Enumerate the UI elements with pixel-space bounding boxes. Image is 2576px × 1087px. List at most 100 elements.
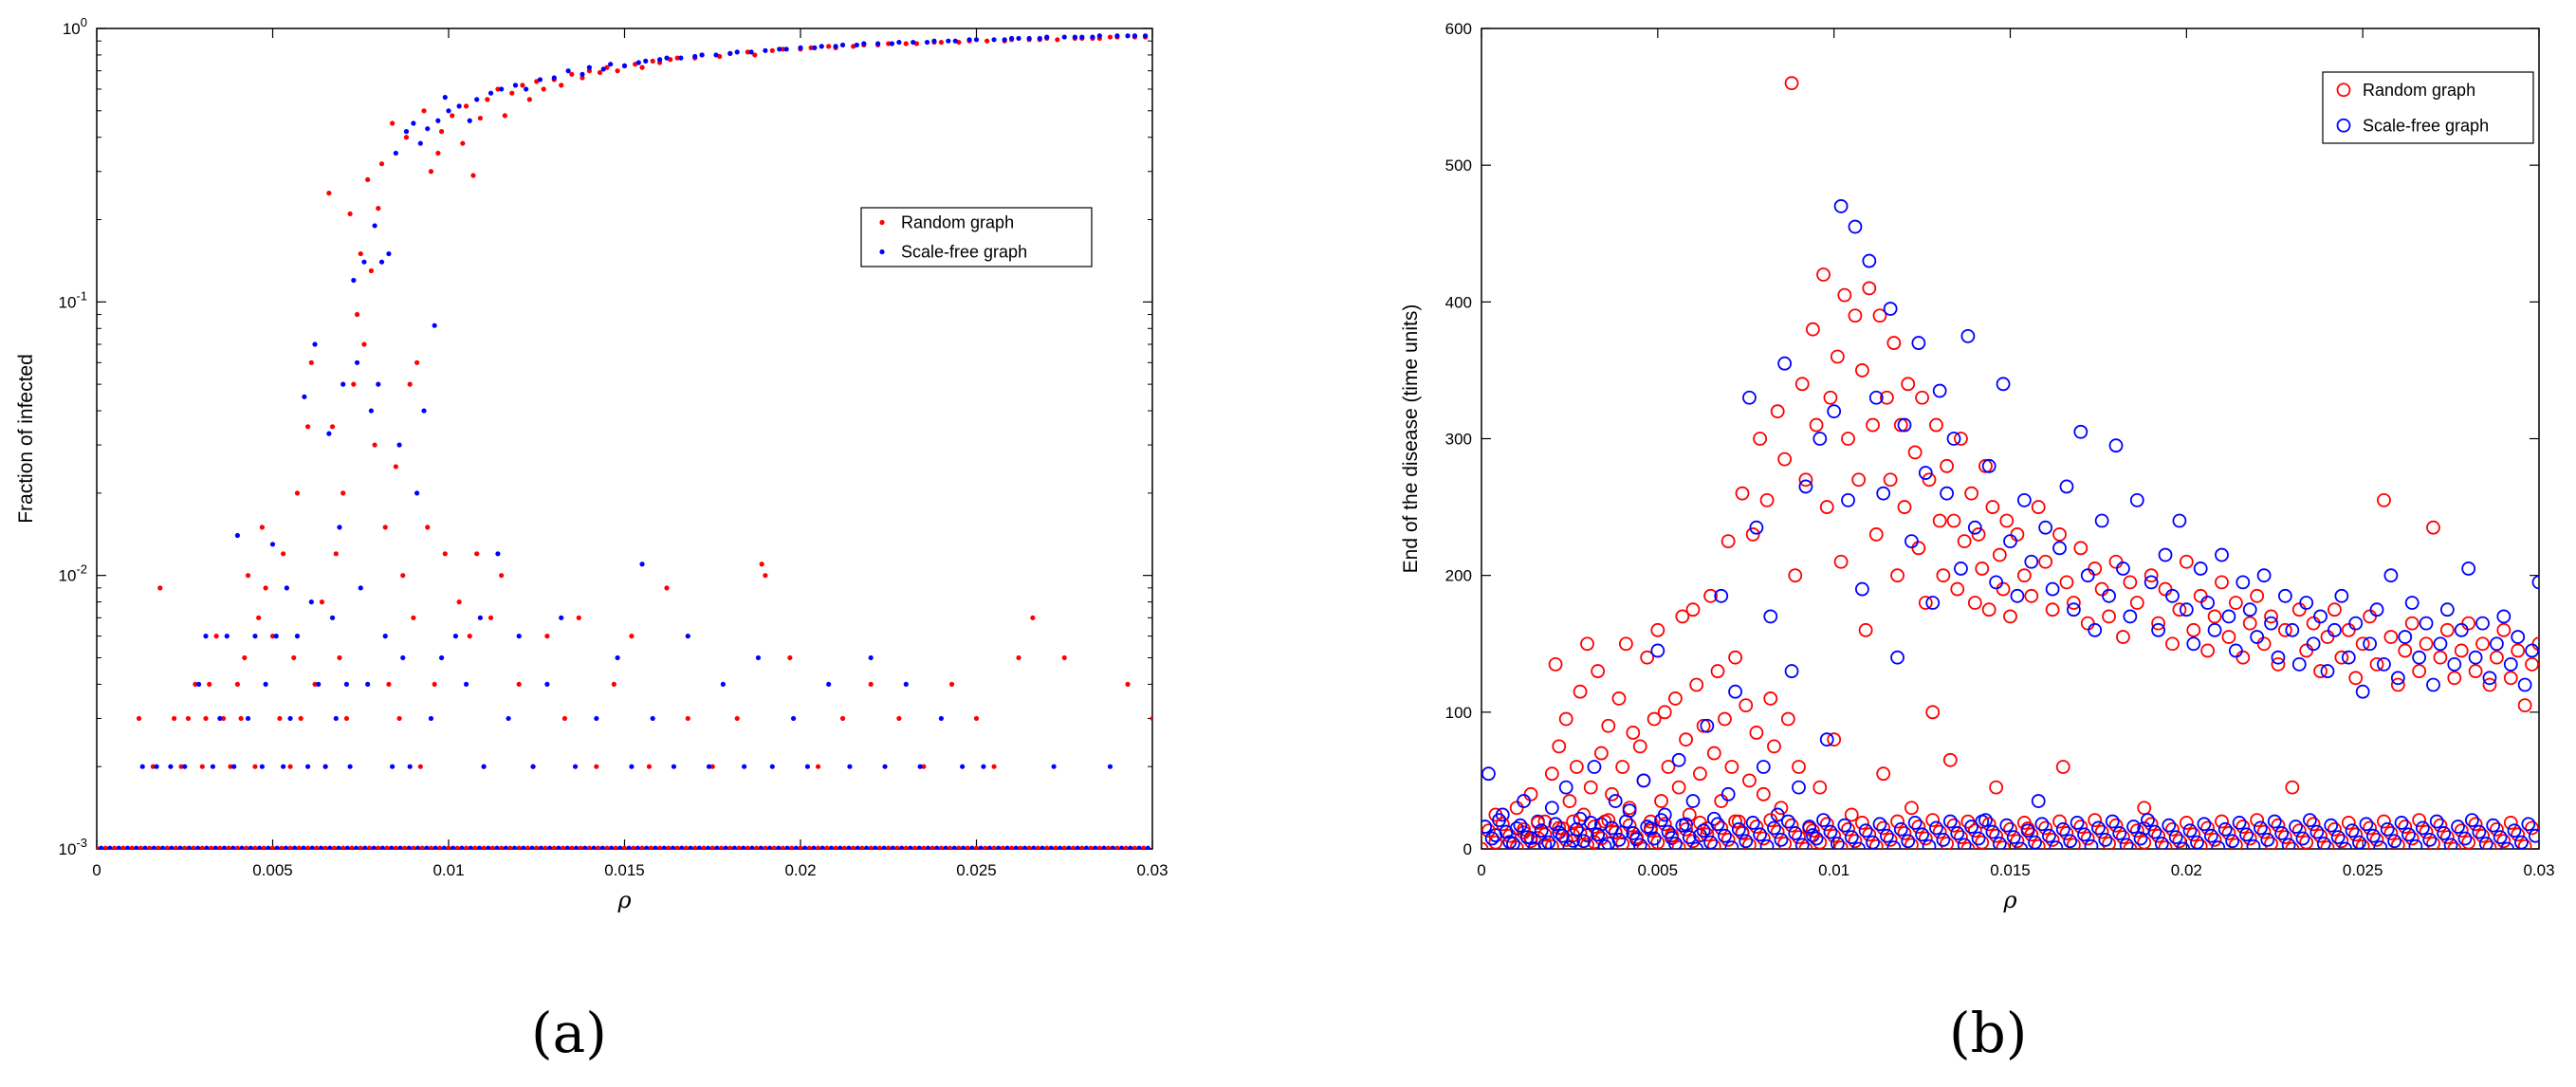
baseline-point-a-1 <box>239 845 245 849</box>
data-point-b-0-129 <box>1975 562 1990 576</box>
data-point-a-0-137 <box>903 41 909 46</box>
data-point-a-1-103 <box>713 52 719 58</box>
baseline-point-a-0 <box>1141 845 1147 849</box>
baseline-point-b-0 <box>2236 820 2251 834</box>
data-point-a-1-96 <box>664 55 670 61</box>
baseline-point-a-1 <box>257 845 262 849</box>
baseline-point-b-1 <box>2437 826 2452 840</box>
baseline-point-b-1 <box>2049 840 2064 849</box>
data-point-a-1-36 <box>358 585 363 591</box>
baseline-point-b-0 <box>2439 830 2455 844</box>
data-point-a-1-109 <box>755 654 762 661</box>
baseline-point-b-1 <box>1774 832 1789 847</box>
data-point-a-0-69 <box>460 140 466 146</box>
baseline-point-b-0 <box>2468 817 2483 832</box>
baseline-point-a-0 <box>841 845 847 849</box>
data-point-b-1-92 <box>2129 492 2144 507</box>
data-point-b-0-16 <box>1576 807 1592 822</box>
data-point-a-1-18 <box>284 585 289 591</box>
data-point-a-0-93 <box>576 615 581 620</box>
baseline-point-a-0 <box>367 845 372 849</box>
baseline-point-b-0 <box>2165 821 2180 837</box>
baseline-point-b-0 <box>2186 827 2201 842</box>
x-tick-label-b-5: 0.025 <box>2343 861 2383 879</box>
data-point-a-1-142 <box>991 37 997 43</box>
baseline-point-a-1 <box>741 845 746 849</box>
data-point-b-0-106 <box>1893 417 1908 433</box>
data-point-a-0-91 <box>561 715 568 722</box>
baseline-point-b-0 <box>2151 828 2166 843</box>
data-point-b-0-64 <box>1745 527 1760 542</box>
baseline-point-a-1 <box>1048 845 1054 849</box>
baseline-point-a-1 <box>1075 845 1080 849</box>
baseline-point-a-1 <box>908 845 913 849</box>
data-point-a-0-57 <box>411 615 416 620</box>
baseline-point-a-1 <box>212 845 218 849</box>
baseline-point-b-1 <box>2464 813 2479 828</box>
data-point-b-0-154 <box>2108 554 2124 569</box>
data-point-a-0-70 <box>463 103 469 109</box>
data-point-b-0-78 <box>1794 377 1810 392</box>
baseline-point-a-1 <box>477 845 482 849</box>
data-point-a-0-100 <box>615 68 620 74</box>
data-point-a-1-40 <box>372 223 377 229</box>
data-point-a-1-73 <box>512 83 519 88</box>
data-point-b-0-24 <box>1605 786 1619 801</box>
baseline-point-a-1 <box>864 845 869 849</box>
data-point-a-1-68 <box>481 764 487 769</box>
data-point-a-0-142 <box>948 681 955 688</box>
data-point-a-1-149 <box>1051 764 1057 769</box>
baseline-point-b-1 <box>1816 813 1831 828</box>
data-point-b-1-42 <box>1777 356 1793 371</box>
baseline-point-b-1 <box>1809 831 1824 846</box>
data-point-b-0-77 <box>1792 760 1806 774</box>
data-point-b-0-112 <box>1915 390 1929 405</box>
baseline-point-b-0 <box>2221 826 2236 840</box>
baseline-point-a-0 <box>489 845 495 849</box>
baseline-point-b-0 <box>1876 820 1891 836</box>
data-point-b-1-61 <box>1911 336 1926 350</box>
baseline-point-b-1 <box>2084 838 2099 849</box>
baseline-point-a-1 <box>512 845 517 849</box>
baseline-point-a-0 <box>244 845 249 849</box>
data-point-a-0-36 <box>337 654 342 661</box>
baseline-point-b-0 <box>1693 816 1707 830</box>
data-point-b-1-78 <box>2031 794 2046 808</box>
x-tick-label-a-3: 0.015 <box>604 861 645 879</box>
data-point-b-0-56 <box>1718 711 1732 727</box>
baseline-point-a-1 <box>160 845 165 849</box>
baseline-point-a-1 <box>309 845 315 849</box>
data-point-a-1-26 <box>322 764 328 769</box>
baseline-point-a-0 <box>174 845 178 849</box>
baseline-point-b-1 <box>2514 835 2529 849</box>
data-point-a-1-71 <box>499 86 505 92</box>
baseline-point-b-1 <box>1767 820 1781 836</box>
data-point-a-0-43 <box>361 341 367 347</box>
baseline-point-b-1 <box>2070 816 2085 830</box>
baseline-point-b-1 <box>1689 841 1704 849</box>
data-point-b-0-94 <box>1851 472 1867 488</box>
data-point-a-0-5 <box>185 715 192 722</box>
data-point-b-1-67 <box>1954 562 1968 576</box>
baseline-point-b-0 <box>1650 835 1665 849</box>
data-point-b-0-176 <box>2264 609 2278 624</box>
data-point-a-0-82 <box>516 681 522 688</box>
baseline-point-a-0 <box>886 845 892 849</box>
data-point-b-0-100 <box>1872 308 1887 323</box>
baseline-point-b-0 <box>1777 837 1793 849</box>
baseline-point-b-1 <box>1724 840 1739 849</box>
data-point-b-0-162 <box>2165 636 2180 652</box>
baseline-point-b-0 <box>2482 840 2497 849</box>
data-point-b-1-75 <box>2010 588 2025 603</box>
data-point-a-1-87 <box>608 62 614 67</box>
data-point-b-0-174 <box>2250 588 2265 603</box>
data-point-b-0-20 <box>1591 664 1606 678</box>
data-point-a-0-29 <box>308 359 314 365</box>
plot-frame-a <box>96 28 1153 850</box>
baseline-point-b-1 <box>1929 820 1943 836</box>
baseline-point-b-0 <box>2193 838 2208 849</box>
legend-label-a-1: Scale-free graph <box>901 243 1027 262</box>
data-point-a-1-78 <box>544 681 550 688</box>
baseline-point-b-0 <box>1981 817 1996 832</box>
data-point-b-0-65 <box>1749 726 1764 740</box>
